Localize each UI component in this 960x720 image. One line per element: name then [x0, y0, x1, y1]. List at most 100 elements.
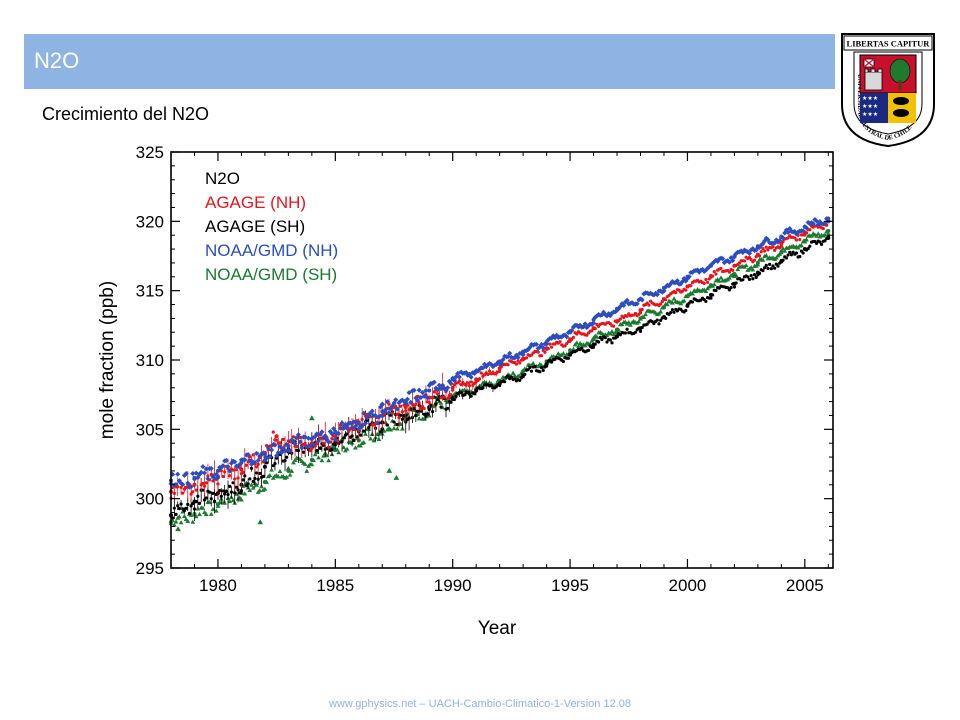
data-point	[367, 425, 371, 429]
y-tick-label: 315	[136, 282, 164, 301]
data-point	[316, 455, 321, 460]
data-point	[769, 267, 773, 271]
data-point	[208, 511, 214, 516]
series-value-point	[802, 224, 807, 229]
legend-entry: AGAGE (SH)	[205, 217, 305, 236]
data-point	[798, 254, 802, 259]
data-point	[641, 314, 647, 319]
outlier-points	[175, 401, 400, 532]
series-value-point	[615, 306, 620, 311]
data-point	[669, 300, 675, 305]
data-point	[173, 519, 179, 524]
data-point	[766, 248, 770, 252]
data-point	[298, 435, 302, 440]
series-value-point	[568, 352, 573, 357]
data-point	[190, 519, 196, 524]
series-value-point	[708, 283, 713, 288]
series-value-point	[802, 247, 807, 252]
data-point	[265, 445, 271, 451]
data-point	[324, 453, 330, 458]
series-value-point	[591, 317, 596, 322]
data-point	[603, 336, 607, 340]
data-point	[618, 333, 622, 337]
data-point	[690, 291, 695, 296]
data-point	[764, 263, 768, 267]
data-point	[633, 330, 638, 334]
data-point	[186, 502, 190, 506]
data-point	[605, 340, 609, 344]
data-point	[759, 250, 763, 254]
series-value-point	[615, 319, 620, 324]
series-value-point	[192, 499, 197, 504]
data-point	[645, 322, 649, 326]
data-point	[351, 419, 357, 425]
data-point	[760, 257, 766, 262]
data-point	[201, 481, 205, 486]
series-value-point	[615, 334, 620, 339]
data-point	[251, 453, 255, 457]
data-point	[776, 264, 780, 268]
data-point	[285, 465, 291, 471]
series-value-point	[262, 480, 267, 485]
data-point	[258, 471, 262, 476]
series-value-point	[427, 388, 432, 393]
data-point	[727, 270, 731, 274]
data-point	[408, 399, 414, 405]
series-value-point	[685, 284, 690, 289]
data-point	[638, 311, 643, 315]
series-value-point	[497, 359, 502, 364]
series-value-point	[544, 339, 549, 344]
data-point	[582, 321, 588, 327]
data-point	[179, 485, 183, 490]
data-point	[446, 406, 450, 411]
data-point	[560, 350, 566, 356]
data-point	[538, 370, 542, 374]
data-point	[806, 246, 810, 251]
data-point	[716, 278, 722, 283]
data-point	[421, 416, 427, 421]
data-point	[394, 406, 400, 412]
data-point	[246, 482, 250, 486]
series-value-point	[755, 260, 760, 265]
data-point	[747, 277, 752, 281]
data-point	[392, 420, 396, 424]
data-point	[626, 320, 632, 325]
series-value-point	[755, 252, 760, 257]
data-point	[628, 322, 633, 327]
series-value-point	[826, 229, 831, 234]
data-point	[498, 369, 502, 373]
data-point	[178, 520, 184, 525]
data-point	[800, 228, 806, 234]
series-value-point	[544, 362, 549, 367]
legend: N2O AGAGE (NH) AGAGE (SH) NOAA/GMD (NH) NOA…	[205, 169, 338, 284]
series-value-point	[755, 270, 760, 275]
series-value-point	[239, 467, 244, 472]
data-point	[714, 272, 718, 276]
data-point	[672, 310, 676, 314]
series-value-point	[333, 430, 338, 435]
data-point	[341, 444, 347, 450]
data-point	[636, 319, 642, 324]
data-point	[304, 468, 310, 473]
data-point	[172, 506, 176, 510]
legend-title: N2O	[205, 169, 240, 188]
data-point	[250, 485, 256, 490]
series-value-point	[192, 482, 197, 487]
data-point	[181, 491, 185, 495]
data-point	[312, 452, 318, 457]
series-value-point	[661, 285, 666, 290]
data-point	[799, 243, 804, 248]
data-point	[203, 511, 209, 517]
data-point	[383, 407, 389, 413]
data-point	[752, 273, 757, 277]
data-point	[254, 471, 259, 475]
data-point	[625, 327, 629, 331]
y-axis-label: mole fraction (ppb)	[97, 281, 118, 439]
data-point	[291, 460, 296, 465]
data-point	[524, 356, 529, 360]
x-tick-label: 1995	[551, 576, 589, 595]
outlier-point	[386, 467, 393, 473]
data-point	[419, 407, 423, 411]
data-point	[174, 512, 178, 517]
data-point	[352, 438, 356, 443]
